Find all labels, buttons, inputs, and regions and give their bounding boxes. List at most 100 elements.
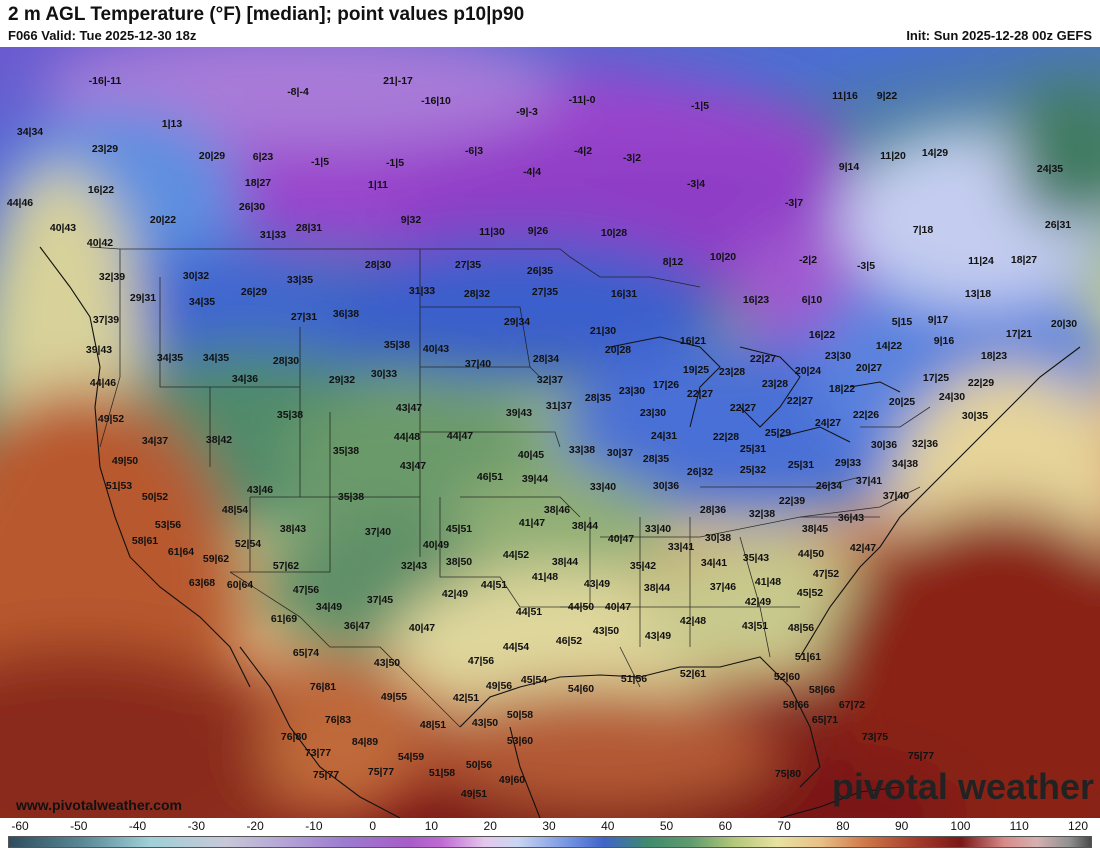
point-value: 40|47	[607, 533, 635, 545]
point-value: 36|38	[332, 308, 360, 320]
point-value: 24|27	[814, 417, 842, 429]
point-value: 26|34	[815, 480, 843, 492]
point-value: 33|35	[286, 274, 314, 286]
point-value: 37|41	[855, 475, 883, 487]
color-bar-tick: 30	[542, 819, 556, 833]
point-value: 22|26	[852, 409, 880, 421]
point-value: -2|2	[798, 254, 818, 266]
point-value: 11|30	[479, 226, 505, 238]
point-value: 27|35	[454, 259, 482, 271]
point-value: 30|32	[182, 270, 210, 282]
point-value: 42|48	[679, 615, 707, 627]
point-value: 84|89	[351, 736, 379, 748]
point-value: 53|60	[506, 735, 534, 747]
point-value: 37|40	[882, 490, 910, 502]
point-value: 1|13	[161, 118, 183, 130]
point-value: 24|31	[650, 430, 678, 442]
point-value: 22|27	[786, 395, 814, 407]
point-value: 75|77	[312, 769, 340, 781]
point-value: 39|43	[85, 344, 113, 356]
point-value: 38|42	[205, 434, 233, 446]
point-value: 11|16	[832, 90, 858, 102]
point-value: 24|35	[1036, 163, 1064, 175]
point-value: 5|15	[891, 316, 913, 328]
point-value: 26|30	[238, 201, 266, 213]
point-value: 18|27	[1010, 254, 1038, 266]
point-value: 17|21	[1005, 328, 1033, 340]
point-value: -3|5	[856, 260, 876, 272]
point-value: 30|36	[652, 480, 680, 492]
point-value: 28|30	[364, 259, 392, 271]
point-value: 35|43	[742, 552, 770, 564]
point-value: 41|48	[531, 571, 559, 583]
point-value: 38|44	[551, 556, 579, 568]
source-website[interactable]: www.pivotalweather.com	[16, 797, 182, 813]
point-value: 32|36	[911, 438, 939, 450]
point-value: 43|49	[644, 630, 672, 642]
point-value: 42|51	[452, 692, 480, 704]
temperature-field	[0, 47, 1100, 818]
point-value: 34|35	[156, 352, 184, 364]
point-value: 32|38	[748, 508, 776, 520]
point-value: 58|61	[131, 535, 159, 547]
point-value: 23|28	[761, 378, 789, 390]
point-value: 28|34	[532, 353, 560, 365]
point-value: -4|2	[573, 145, 593, 157]
point-value: 34|35	[202, 352, 230, 364]
watermark: pivotal weather	[831, 766, 1094, 807]
point-value: 35|38	[337, 491, 365, 503]
point-value: 44|51	[515, 606, 543, 618]
point-value: 48|51	[419, 719, 447, 731]
point-value: 27|35	[531, 286, 559, 298]
point-value: 6|10	[801, 294, 823, 306]
point-value: 20|24	[794, 365, 822, 377]
point-value: 43|50	[471, 717, 499, 729]
point-value: 43|50	[373, 657, 401, 669]
point-value: 20|30	[1050, 318, 1078, 330]
point-value: 44|46	[89, 377, 117, 389]
point-value: 8|12	[662, 256, 684, 268]
point-value: 38|44	[643, 582, 671, 594]
color-bar-ticks: -60 -50 -40 -30 -20 -10 0 10 20 30 40 50 60 70 80 90 100…	[0, 818, 1100, 834]
color-bar-tick: 10	[424, 819, 439, 833]
point-value: 40|43	[49, 222, 77, 234]
color-bar-tick: -10	[305, 819, 323, 833]
point-value: 43|49	[583, 578, 611, 590]
point-value: 67|72	[838, 699, 866, 711]
point-value: 33|40	[589, 481, 617, 493]
point-value: 47|56	[467, 655, 495, 667]
point-value: 34|35	[188, 296, 216, 308]
point-value: 25|32	[739, 464, 767, 476]
point-value: 11|24	[968, 255, 994, 267]
point-value: 57|62	[272, 560, 300, 572]
point-value: 39|44	[521, 473, 549, 485]
point-value: 43|47	[399, 460, 427, 472]
point-value: 48|56	[787, 622, 815, 634]
point-value: 36|47	[343, 620, 371, 632]
point-value: 54|60	[567, 683, 595, 695]
point-values-layer: -16|-11 -8|-4 21|-17 -16|10 -9|-3 -11|-0 -1|5 1…	[0, 47, 1100, 818]
point-value: 16|31	[610, 288, 638, 300]
point-value: 32|43	[400, 560, 428, 572]
color-bar-tick: 50	[659, 819, 674, 833]
map-header: 2 m AGL Temperature (°F) [median]; point…	[0, 0, 1100, 47]
point-value: 51|56	[620, 673, 648, 685]
color-bar-tick: 120	[1067, 819, 1089, 833]
point-value: 35|38	[332, 445, 360, 457]
point-value: 10|28	[600, 227, 628, 239]
point-value: 59|62	[202, 553, 230, 565]
point-value: 35|38	[383, 339, 411, 351]
point-value: 34|36	[231, 373, 259, 385]
point-value: 23|28	[718, 366, 746, 378]
point-value: 29|34	[503, 316, 531, 328]
point-value: 18|23	[980, 350, 1008, 362]
temperature-map[interactable]: -16|-11 -8|-4 21|-17 -16|10 -9|-3 -11|-0 -1|5 1…	[0, 47, 1100, 818]
point-value: 9|17	[927, 314, 949, 326]
point-value: 16|23	[742, 294, 770, 306]
color-bar-tick: -20	[246, 819, 264, 833]
point-value: 27|31	[290, 311, 318, 323]
point-value: 42|49	[744, 596, 772, 608]
point-value: 25|31	[787, 459, 815, 471]
point-value: 9|14	[838, 161, 860, 173]
point-value: 26|35	[526, 265, 554, 277]
